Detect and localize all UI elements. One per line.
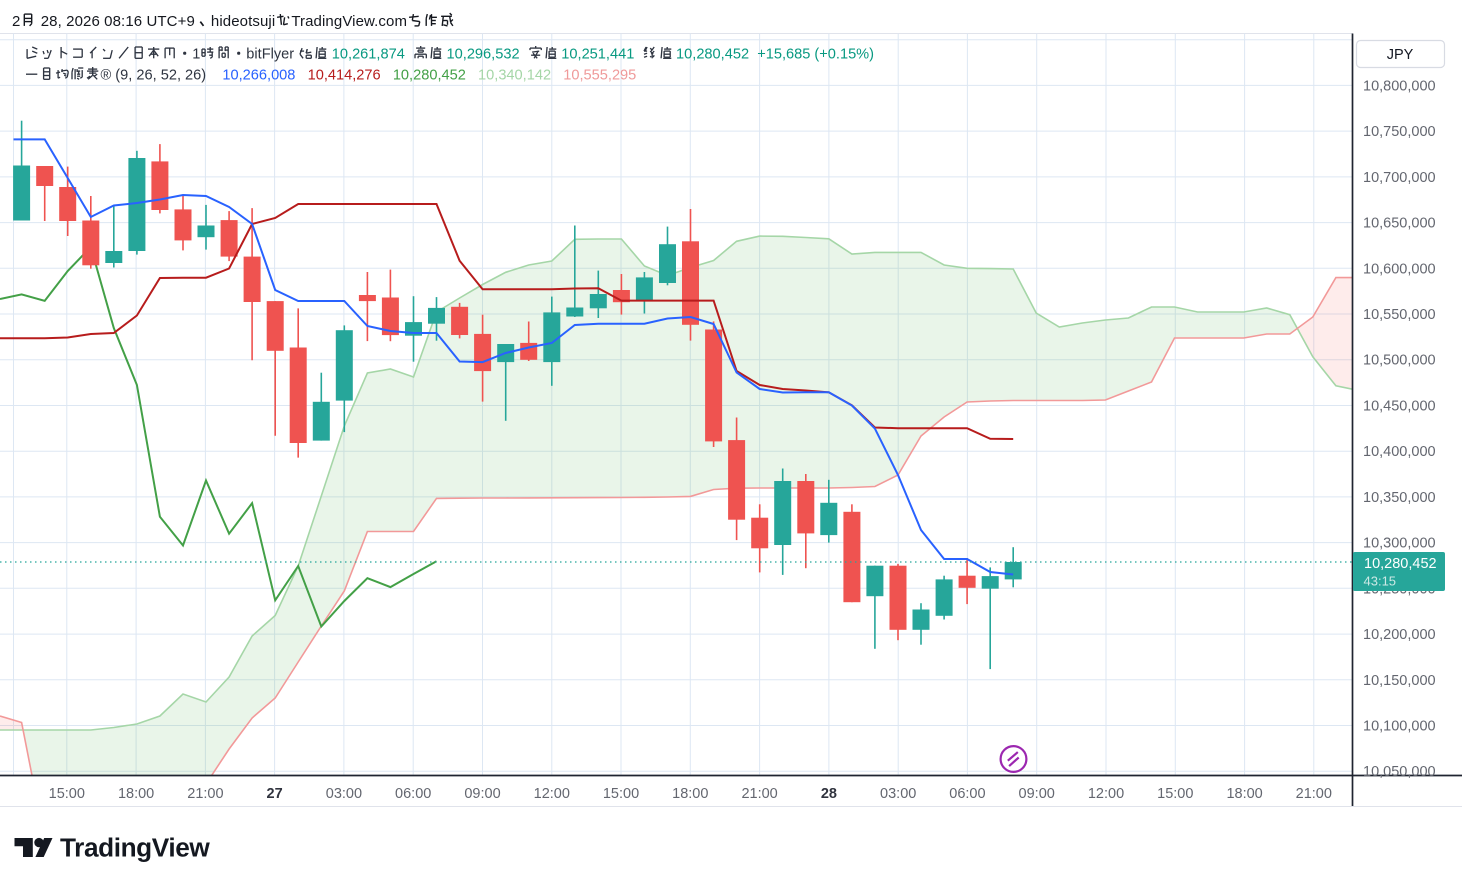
svg-text:15:00: 15:00 <box>1157 786 1193 802</box>
svg-text:09:00: 09:00 <box>464 786 500 802</box>
svg-text:12:00: 12:00 <box>1088 786 1124 802</box>
svg-text:06:00: 06:00 <box>949 786 985 802</box>
svg-text:JPY: JPY <box>1387 47 1414 63</box>
svg-text:10,050,000: 10,050,000 <box>1363 764 1436 780</box>
svg-text:28: 28 <box>821 786 837 802</box>
svg-text:10,150,000: 10,150,000 <box>1363 673 1436 689</box>
svg-text:18:00: 18:00 <box>118 786 154 802</box>
svg-text:21:00: 21:00 <box>741 786 777 802</box>
svg-text:TradingView: TradingView <box>60 833 210 863</box>
svg-text:12:00: 12:00 <box>534 786 570 802</box>
svg-text:15:00: 15:00 <box>603 786 639 802</box>
svg-text:03:00: 03:00 <box>326 786 362 802</box>
svg-text:10,200,000: 10,200,000 <box>1363 627 1436 643</box>
svg-text:18:00: 18:00 <box>1226 786 1262 802</box>
svg-text:10,550,000: 10,550,000 <box>1363 307 1436 323</box>
svg-text:10,280,452: 10,280,452 <box>1364 556 1437 572</box>
svg-text:10,750,000: 10,750,000 <box>1363 124 1436 140</box>
svg-text:10,350,000: 10,350,000 <box>1363 490 1436 506</box>
svg-text:09:00: 09:00 <box>1019 786 1055 802</box>
svg-text:10,600,000: 10,600,000 <box>1363 261 1436 277</box>
svg-text:10,800,000: 10,800,000 <box>1363 78 1436 94</box>
svg-text:18:00: 18:00 <box>672 786 708 802</box>
svg-text:06:00: 06:00 <box>395 786 431 802</box>
svg-text:10,450,000: 10,450,000 <box>1363 398 1436 414</box>
svg-text:10,300,000: 10,300,000 <box>1363 536 1436 552</box>
svg-text:10,100,000: 10,100,000 <box>1363 719 1436 735</box>
svg-text:10,700,000: 10,700,000 <box>1363 170 1436 186</box>
svg-text:10,650,000: 10,650,000 <box>1363 216 1436 232</box>
svg-text:43:15: 43:15 <box>1364 574 1397 589</box>
svg-text:10,500,000: 10,500,000 <box>1363 353 1436 369</box>
svg-text:03:00: 03:00 <box>880 786 916 802</box>
svg-text:21:00: 21:00 <box>187 786 223 802</box>
svg-text:27: 27 <box>267 786 283 802</box>
svg-text:15:00: 15:00 <box>49 786 85 802</box>
svg-text:10,400,000: 10,400,000 <box>1363 444 1436 460</box>
svg-text:21:00: 21:00 <box>1296 786 1332 802</box>
